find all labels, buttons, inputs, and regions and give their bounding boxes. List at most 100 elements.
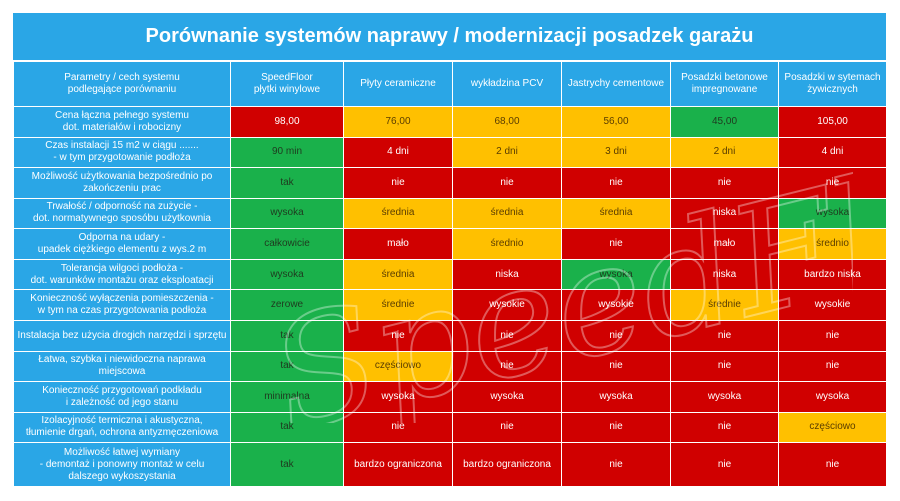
- rating-cell: wysokie: [778, 289, 887, 321]
- table-row: Konieczność przygotowań podkładu i zależn…: [13, 381, 887, 413]
- rating-cell: nie: [561, 319, 671, 352]
- table-row: Trwałość / odporność na zużycie - dot. no…: [13, 197, 887, 230]
- rating-cell: nie: [343, 319, 453, 352]
- rating-cell: wysokie: [561, 289, 671, 321]
- table-row: Możliwość łatwej wymiany - demontaż i pon…: [13, 442, 887, 487]
- column-header: Płyty ceramiczne: [343, 61, 453, 107]
- comparison-table: Parametry / cech systemu podlegające poró…: [13, 61, 887, 487]
- parameter-label: Czas instalacji 15 m2 w ciągu ....... - w…: [13, 136, 231, 169]
- header-param-label: Parametry / cech systemu podlegające poró…: [13, 61, 231, 107]
- rating-cell: średnia: [343, 197, 453, 230]
- rating-cell: mało: [670, 228, 779, 260]
- table-row: Cena łączna pełnego systemu dot. materiał…: [13, 106, 887, 138]
- table-row: Instalacja bez użycia drogich narzędzi i…: [13, 319, 887, 352]
- parameter-label: Możliwość użytkowania bezpośrednio po zak…: [13, 167, 231, 199]
- rating-cell: średnia: [343, 258, 453, 291]
- rating-cell: średnia: [452, 197, 562, 230]
- column-header: Jastrychy cementowe: [561, 61, 671, 107]
- rating-cell: niska: [670, 197, 779, 230]
- rating-cell: 2 dni: [670, 136, 779, 169]
- rating-cell: 4 dni: [778, 136, 887, 169]
- rating-cell: średnio: [778, 228, 887, 260]
- rating-cell: średnie: [670, 289, 779, 321]
- rating-cell: tak: [230, 350, 344, 383]
- rating-cell: nie: [670, 350, 779, 383]
- rating-cell: nie: [670, 411, 779, 444]
- rating-cell: nie: [778, 350, 887, 383]
- rating-cell: częściowo: [343, 350, 453, 383]
- rating-cell: częściowo: [778, 411, 887, 444]
- rating-cell: 98,00: [230, 106, 344, 138]
- rating-cell: mało: [343, 228, 453, 260]
- parameter-label: Izolacyjność termiczna i akustyczna, tłum…: [13, 411, 231, 444]
- rating-cell: 68,00: [452, 106, 562, 138]
- rating-cell: nie: [561, 167, 671, 199]
- rating-cell: nie: [670, 319, 779, 352]
- parameter-label: Łatwa, szybka i niewidoczna naprawa miejs…: [13, 350, 231, 383]
- table-row: Czas instalacji 15 m2 w ciągu ....... - w…: [13, 136, 887, 169]
- rating-cell: średnie: [343, 289, 453, 321]
- table-row: Odporna na udary - upadek ciężkiego eleme…: [13, 228, 887, 260]
- parameter-label: Odporna na udary - upadek ciężkiego eleme…: [13, 228, 231, 260]
- rating-cell: niska: [670, 258, 779, 291]
- table-row: Tolerancja wilgoci podłoża - dot. warunkó…: [13, 258, 887, 291]
- rating-cell: nie: [561, 350, 671, 383]
- rating-cell: wysoka: [343, 381, 453, 413]
- rating-cell: nie: [778, 319, 887, 352]
- page-title: Porównanie systemów naprawy / modernizac…: [13, 13, 886, 60]
- rating-cell: 4 dni: [343, 136, 453, 169]
- parameter-label: Możliwość łatwej wymiany - demontaż i pon…: [13, 442, 231, 487]
- parameter-label: Cena łączna pełnego systemu dot. materiał…: [13, 106, 231, 138]
- column-header: Posadzki w sytemach żywicznych: [778, 61, 887, 107]
- rating-cell: wysoka: [670, 381, 779, 413]
- rating-cell: nie: [670, 442, 779, 487]
- table-row: Konieczność wyłączenia pomieszczenia -w …: [13, 289, 887, 321]
- rating-cell: całkowicie: [230, 228, 344, 260]
- rating-cell: bardzo ograniczona: [343, 442, 453, 487]
- column-header: Posadzki betonowe impregnowane: [670, 61, 779, 107]
- rating-cell: tak: [230, 319, 344, 352]
- parameter-label: Konieczność wyłączenia pomieszczenia -w …: [13, 289, 231, 321]
- parameter-label: Tolerancja wilgoci podłoża - dot. warunkó…: [13, 258, 231, 291]
- parameter-label: Trwałość / odporność na zużycie - dot. no…: [13, 197, 231, 230]
- rating-cell: nie: [343, 411, 453, 444]
- rating-cell: nie: [343, 167, 453, 199]
- rating-cell: nie: [452, 411, 562, 444]
- rating-cell: wysoka: [561, 381, 671, 413]
- rating-cell: tak: [230, 442, 344, 487]
- rating-cell: wysoka: [778, 197, 887, 230]
- rating-cell: nie: [670, 167, 779, 199]
- rating-cell: zerowe: [230, 289, 344, 321]
- column-header: SpeedFloor płytki winylowe: [230, 61, 344, 107]
- column-header: wykładzina PCV: [452, 61, 562, 107]
- rating-cell: nie: [778, 167, 887, 199]
- rating-cell: bardzo niska: [778, 258, 887, 291]
- rating-cell: nie: [452, 167, 562, 199]
- rating-cell: 105,00: [778, 106, 887, 138]
- rating-cell: nie: [778, 442, 887, 487]
- rating-cell: wysoka: [230, 258, 344, 291]
- rating-cell: 56,00: [561, 106, 671, 138]
- rating-cell: 3 dni: [561, 136, 671, 169]
- rating-cell: wysoka: [452, 381, 562, 413]
- header-row: Parametry / cech systemu podlegające poró…: [13, 61, 887, 107]
- rating-cell: bardzo ograniczona: [452, 442, 562, 487]
- rating-cell: nie: [561, 442, 671, 487]
- parameter-label: Instalacja bez użycia drogich narzędzi i…: [13, 319, 231, 352]
- table-row: Izolacyjność termiczna i akustyczna, tłum…: [13, 411, 887, 444]
- rating-cell: 90 min: [230, 136, 344, 169]
- comparison-panel: Porównanie systemów naprawy / modernizac…: [13, 13, 887, 487]
- rating-cell: średnia: [561, 197, 671, 230]
- parameter-label: Konieczność przygotowań podkładu i zależn…: [13, 381, 231, 413]
- rating-cell: niska: [452, 258, 562, 291]
- rating-cell: tak: [230, 411, 344, 444]
- rating-cell: nie: [561, 411, 671, 444]
- rating-cell: wysoka: [561, 258, 671, 291]
- rating-cell: średnio: [452, 228, 562, 260]
- rating-cell: nie: [561, 228, 671, 260]
- rating-cell: 45,00: [670, 106, 779, 138]
- rating-cell: minimalna: [230, 381, 344, 413]
- table-row: Łatwa, szybka i niewidoczna naprawa miejs…: [13, 350, 887, 383]
- rating-cell: nie: [452, 319, 562, 352]
- rating-cell: wysokie: [452, 289, 562, 321]
